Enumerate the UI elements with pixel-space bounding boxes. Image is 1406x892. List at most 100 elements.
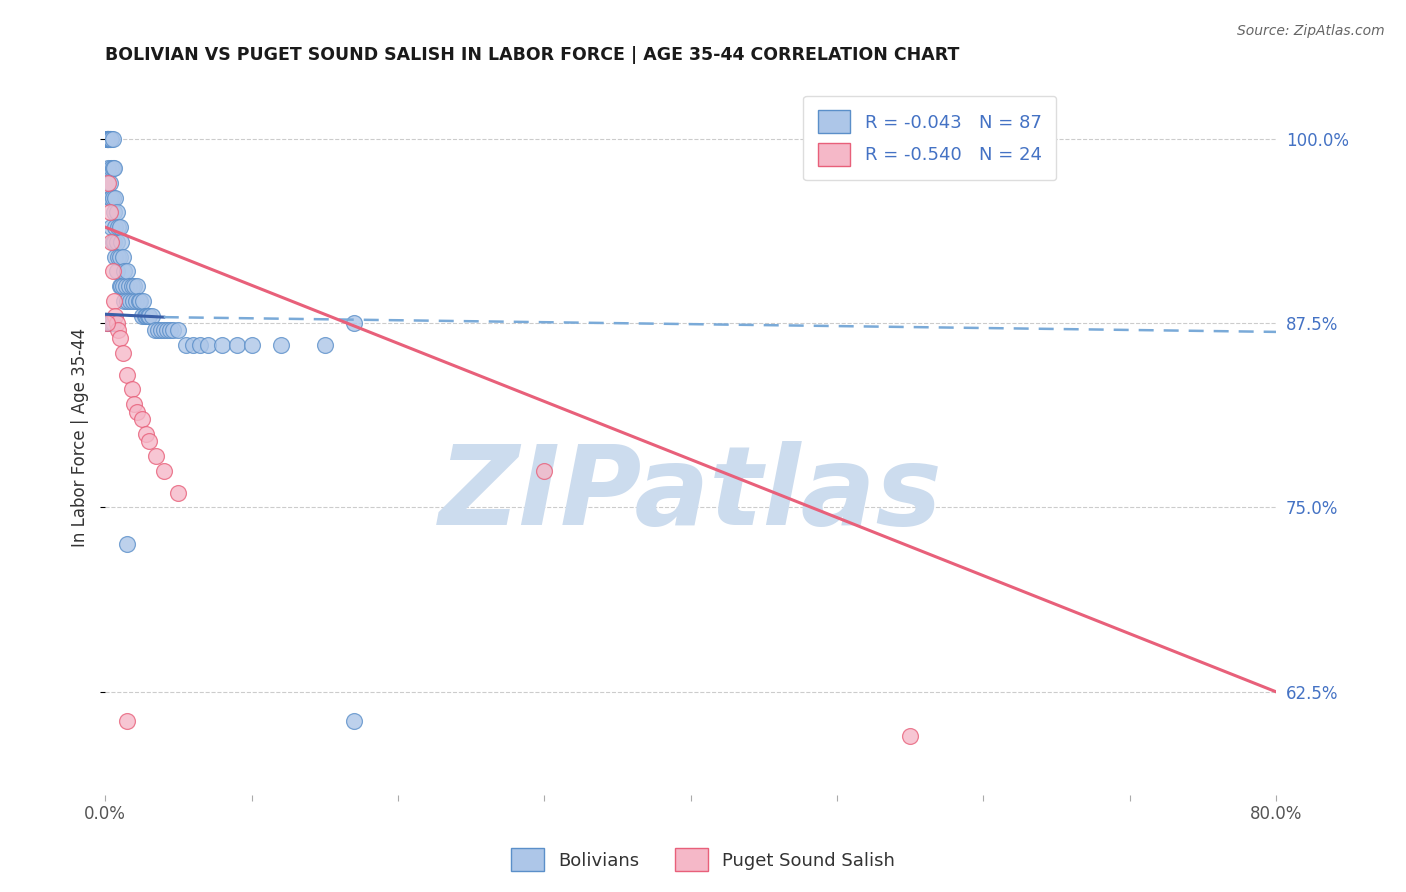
Point [111, 345, 134, 359]
Point [112, 293, 135, 308]
Point [98, 131, 121, 145]
Point [111, 250, 134, 264]
Point [105, 205, 128, 219]
Point [127, 279, 149, 293]
Point [96, 316, 118, 330]
Point [100, 316, 122, 330]
Point [131, 412, 153, 426]
Legend: Bolivians, Puget Sound Salish: Bolivians, Puget Sound Salish [503, 841, 903, 879]
Point [96, 131, 118, 145]
Point [136, 309, 159, 323]
Point [343, 316, 366, 330]
Point [114, 279, 136, 293]
Point [108, 331, 131, 345]
Point [100, 220, 122, 235]
Point [105, 264, 128, 278]
Point [135, 309, 157, 323]
Point [105, 316, 128, 330]
Point [108, 279, 131, 293]
Point [103, 293, 125, 308]
Point [96, 131, 118, 145]
Point [143, 323, 166, 337]
Point [188, 338, 211, 352]
Point [107, 323, 129, 337]
Point [152, 323, 174, 337]
Point [121, 383, 143, 397]
Point [132, 293, 155, 308]
Point [97, 131, 120, 145]
Point [343, 714, 366, 729]
Point [115, 537, 138, 551]
Point [107, 220, 129, 235]
Point [122, 293, 145, 308]
Point [104, 250, 127, 264]
Point [270, 338, 292, 352]
Point [115, 714, 138, 729]
Point [125, 293, 148, 308]
Point [138, 309, 160, 323]
Text: ZIPatlas: ZIPatlas [439, 442, 942, 548]
Point [111, 279, 134, 293]
Point [97, 131, 120, 145]
Point [138, 434, 160, 448]
Point [97, 176, 120, 190]
Point [149, 323, 172, 337]
Point [115, 264, 138, 278]
Point [181, 338, 204, 352]
Point [98, 191, 121, 205]
Point [96, 131, 118, 145]
Y-axis label: In Labor Force | Age 35-44: In Labor Force | Age 35-44 [72, 327, 89, 547]
Point [100, 191, 122, 205]
Point [240, 338, 263, 352]
Point [314, 338, 336, 352]
Point [197, 338, 219, 352]
Point [98, 316, 121, 330]
Point [108, 250, 131, 264]
Point [124, 397, 146, 411]
Point [115, 293, 138, 308]
Point [162, 323, 184, 337]
Point [226, 338, 249, 352]
Text: Source: ZipAtlas.com: Source: ZipAtlas.com [1237, 24, 1385, 38]
Point [120, 293, 142, 308]
Point [108, 220, 131, 235]
Point [115, 368, 138, 382]
Point [101, 191, 124, 205]
Point [103, 235, 125, 249]
Point [104, 191, 127, 205]
Point [141, 309, 163, 323]
Point [97, 131, 120, 145]
Point [112, 264, 135, 278]
Point [100, 235, 122, 249]
Point [97, 131, 120, 145]
Point [101, 264, 124, 278]
Point [898, 729, 921, 743]
Point [101, 131, 124, 145]
Point [100, 131, 122, 145]
Legend: R = -0.043   N = 87, R = -0.540   N = 24: R = -0.043 N = 87, R = -0.540 N = 24 [803, 95, 1056, 180]
Point [134, 309, 156, 323]
Point [107, 250, 129, 264]
Point [110, 279, 132, 293]
Point [128, 293, 150, 308]
Point [146, 323, 169, 337]
Point [156, 323, 179, 337]
Point [127, 404, 149, 418]
Point [152, 464, 174, 478]
Point [131, 309, 153, 323]
Text: BOLIVIAN VS PUGET SOUND SALISH IN LABOR FORCE | AGE 35-44 CORRELATION CHART: BOLIVIAN VS PUGET SOUND SALISH IN LABOR … [105, 46, 959, 64]
Point [98, 131, 121, 145]
Point [167, 323, 190, 337]
Point [96, 316, 118, 330]
Point [129, 293, 152, 308]
Point [98, 205, 121, 219]
Point [98, 176, 121, 190]
Point [97, 316, 120, 330]
Point [211, 338, 233, 352]
Point [101, 316, 124, 330]
Point [96, 131, 118, 145]
Point [103, 205, 125, 219]
Point [145, 449, 167, 463]
Point [117, 279, 139, 293]
Point [97, 131, 120, 145]
